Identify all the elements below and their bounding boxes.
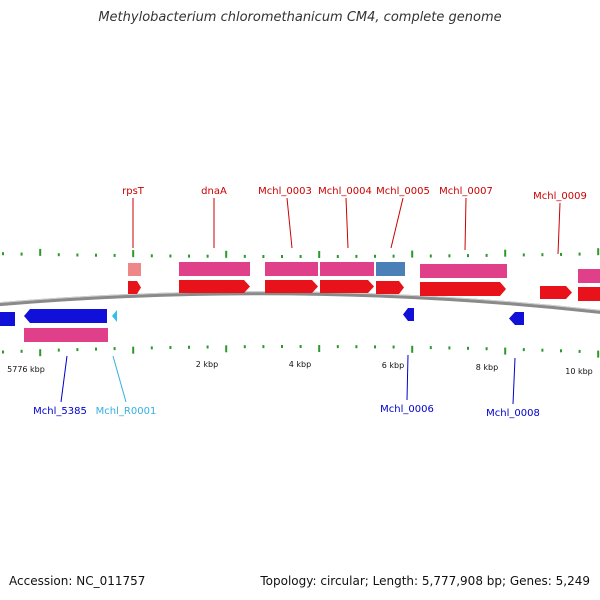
gene-mchl-0008[interactable]: [509, 312, 524, 325]
leader-mchl-0007: [464, 197, 467, 251]
leader-mchl-0006: [406, 354, 409, 401]
gene-mchl-0007[interactable]: [420, 282, 506, 296]
gene-mchl-0010[interactable]: [578, 287, 600, 301]
cds-mchl-0009[interactable]: [578, 269, 600, 283]
gene-mchl-5385[interactable]: [24, 309, 107, 323]
leader-mchl-0009: [557, 202, 561, 255]
leader-mchl-5385: [60, 355, 68, 403]
leader-mchl-0005: [390, 197, 404, 249]
leader-mchl-0008: [512, 357, 516, 405]
accession-label: Accession: NC_011757: [9, 574, 146, 588]
label-dnaA[interactable]: dnaA: [201, 186, 227, 197]
cds-dnaA[interactable]: [179, 262, 250, 276]
gene-mchl-0006[interactable]: [403, 308, 414, 321]
label-mchl-0004[interactable]: Mchl_0004: [318, 186, 372, 197]
gene-mchl-0009[interactable]: [540, 286, 572, 299]
rrna-mchl-r0001[interactable]: [112, 310, 117, 322]
gene-rpsT[interactable]: [128, 281, 141, 294]
genome-summary: Topology: circular; Length: 5,777,908 bp…: [260, 574, 590, 588]
cds-mchl-0003[interactable]: [265, 262, 318, 276]
genome-backbone: [0, 291, 600, 314]
label-mchl-0005[interactable]: Mchl_0005: [376, 186, 430, 197]
cds-mchl-0004[interactable]: [320, 262, 374, 276]
gene-dnaA[interactable]: [179, 280, 250, 293]
label-mchl-5385[interactable]: Mchl_5385: [33, 406, 87, 417]
label-mchl-0007[interactable]: Mchl_0007: [439, 186, 493, 197]
axis-label-6kbp: 6 kbp: [382, 361, 404, 370]
tick-row-bottom: [2, 345, 600, 358]
gene-mchl-0003[interactable]: [265, 280, 318, 293]
axis-label-10kbp: 10 kbp: [565, 367, 593, 376]
cds-rpsT[interactable]: [128, 263, 141, 276]
label-mchl-0009[interactable]: Mchl_0009: [533, 191, 587, 202]
leader-mchl-0004: [345, 197, 349, 249]
axis-label-5776kbp: 5776 kbp: [7, 365, 45, 374]
label-mchl-0006[interactable]: Mchl_0006: [380, 404, 434, 415]
cds-mchl-0005[interactable]: [376, 262, 405, 276]
label-rpsT[interactable]: rpsT: [122, 186, 145, 197]
label-mchl-r0001[interactable]: Mchl_R0001: [96, 406, 157, 417]
gene-mchl-0004[interactable]: [320, 280, 374, 293]
axis-label-2kbp: 2 kbp: [196, 360, 218, 369]
leader-mchl-r0001: [112, 355, 127, 403]
axis-label-4kbp: 4 kbp: [289, 360, 311, 369]
cds-mchl-5385[interactable]: [24, 328, 108, 342]
axis-label-8kbp: 8 kbp: [476, 363, 498, 372]
gene-left-edge[interactable]: [0, 312, 15, 326]
cds-mchl-0007[interactable]: [420, 264, 507, 278]
tick-row-top: [2, 248, 600, 258]
label-mchl-0008[interactable]: Mchl_0008: [486, 408, 540, 419]
genome-title: Methylobacterium chloromethanicum CM4, c…: [98, 10, 502, 25]
label-mchl-0003[interactable]: Mchl_0003: [258, 186, 312, 197]
leader-mchl-0003: [286, 197, 293, 249]
gene-mchl-0005[interactable]: [376, 281, 404, 294]
